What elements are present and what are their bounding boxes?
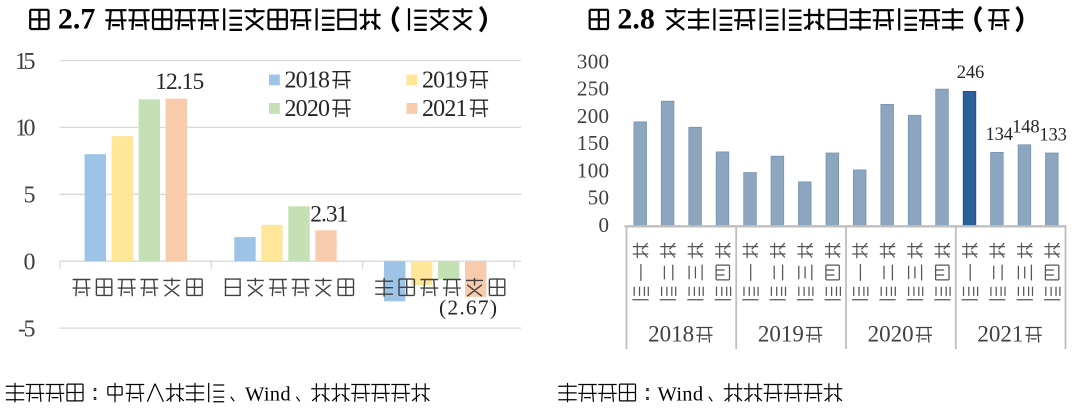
svg-text:2019: 2019 (758, 322, 804, 347)
svg-text:2020: 2020 (868, 322, 914, 347)
svg-text:15: 15 (15, 49, 36, 75)
svg-text:2020: 2020 (285, 96, 331, 122)
svg-text:2018: 2018 (285, 67, 331, 93)
svg-text:134: 134 (985, 125, 1013, 145)
svg-text:5: 5 (24, 183, 36, 209)
svg-text:148: 148 (1012, 118, 1040, 138)
svg-text:12.15: 12.15 (155, 69, 204, 95)
svg-text:10: 10 (15, 116, 36, 142)
svg-text:0: 0 (599, 213, 610, 237)
svg-text:133: 133 (1039, 125, 1067, 145)
svg-text:2.31: 2.31 (310, 202, 348, 228)
svg-text:250: 250 (577, 77, 609, 101)
svg-text:2018: 2018 (648, 322, 694, 347)
svg-text:100: 100 (577, 158, 609, 182)
svg-text:2019: 2019 (422, 67, 468, 93)
svg-text:2021: 2021 (422, 96, 468, 122)
svg-text:200: 200 (577, 104, 609, 128)
svg-text:300: 300 (577, 49, 609, 73)
svg-text:50: 50 (588, 186, 609, 210)
svg-text:-5: -5 (18, 316, 36, 342)
svg-text:Wind: Wind (245, 384, 291, 406)
svg-text:2021: 2021 (977, 322, 1023, 347)
svg-text:150: 150 (577, 131, 609, 155)
svg-text:2.7: 2.7 (58, 3, 96, 36)
svg-text:Wind: Wind (658, 384, 704, 406)
svg-text:246: 246 (957, 63, 985, 83)
svg-text:0: 0 (24, 250, 36, 276)
svg-text:(2.67): (2.67) (439, 296, 497, 320)
svg-text:2.8: 2.8 (617, 3, 655, 36)
